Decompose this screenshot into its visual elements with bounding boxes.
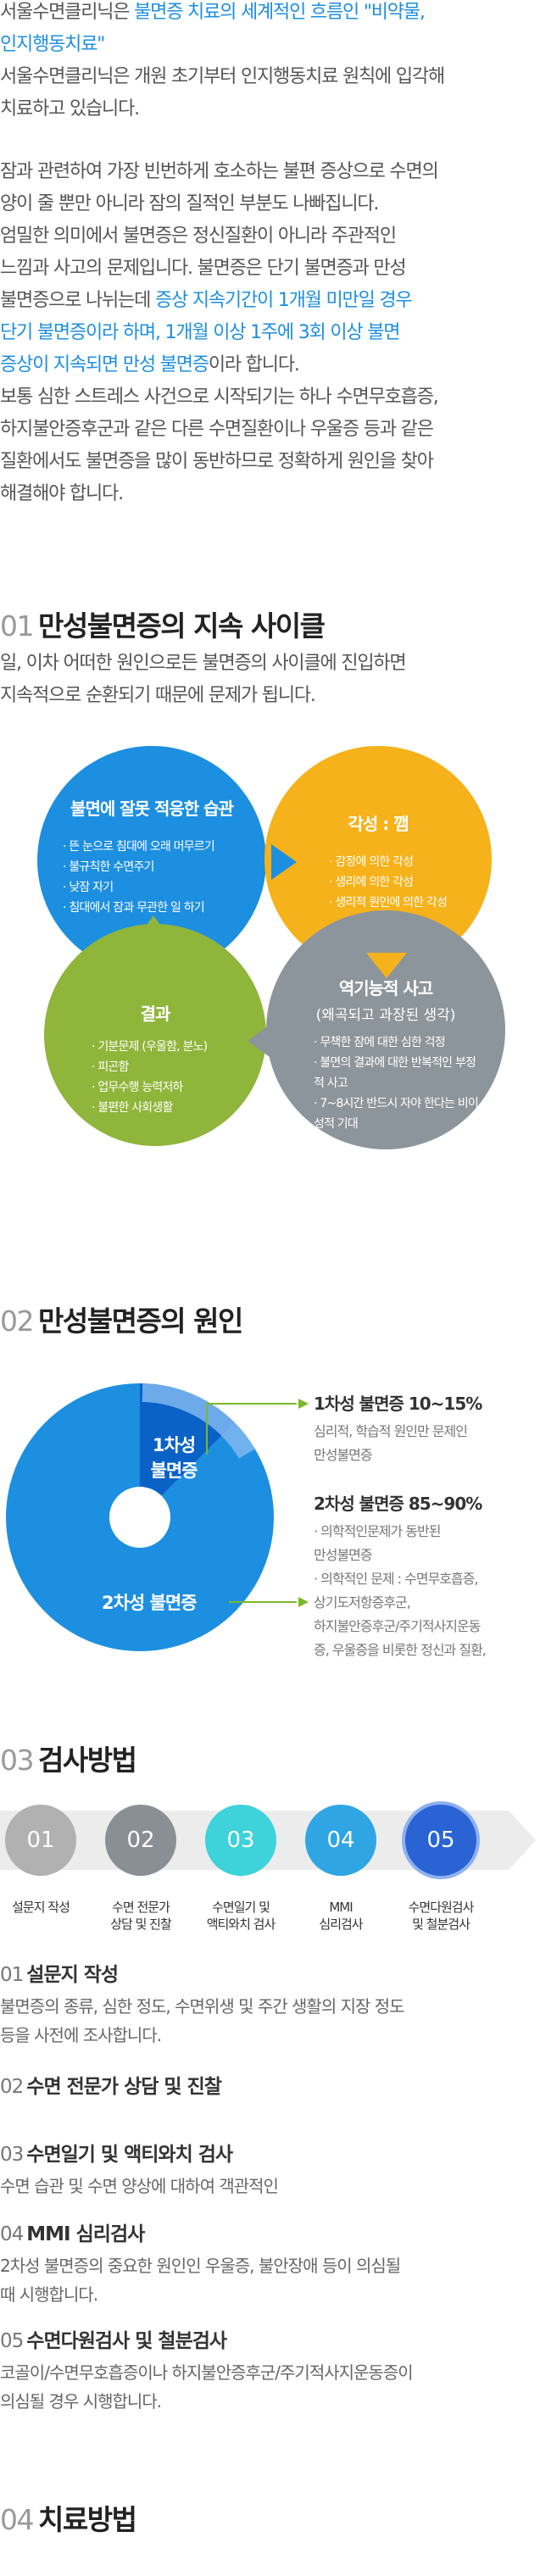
pie-slice-1-core <box>140 1402 222 1517</box>
arrow-down <box>366 953 407 978</box>
arrow-right <box>271 844 297 880</box>
primary-insomnia-info: 1차성 불면증 10~15% 심리적, 학습적 원인만 문제인 만성불면증 <box>314 1394 482 1463</box>
intro-line-1: 서울수면클리닉은 불면증 치료의 세계적인 흐름인 "비약물, <box>0 2 426 23</box>
step-3-circle: 03 <box>205 1805 276 1876</box>
pie-connectors <box>206 1399 309 1607</box>
cycle-habit-list: 뜬 눈으로 침대에 오래 머무르기 불규칙한 수면주기 낮잠 자기 침대에서 잠… <box>63 837 266 918</box>
pie-center-hole <box>109 1487 170 1548</box>
cause-pie-chart <box>5 1383 274 1651</box>
step-4-circle: 04 <box>305 1805 376 1876</box>
arrow-left <box>248 1022 273 1060</box>
step-2-circle: 02 <box>105 1805 176 1876</box>
pie-inner-label: 1차성 불면증 <box>150 1435 198 1481</box>
section-1-title: 01 만성불면증의 지속 사이클 <box>0 609 326 643</box>
body-paragraph: 잠과 관련하여 가장 빈번하게 호소하는 불편 증상으로 수면의 양이 줄 뿐만… <box>0 161 439 504</box>
pie-highlight-band <box>142 1383 255 1459</box>
step-4-label: MMI 심리검사 <box>319 1900 363 1932</box>
secondary-insomnia-info: 2차성 불면증 85~90% · 의학적인문제가 동반된 만성불면증 · 의학적… <box>314 1494 487 1658</box>
arrow-up <box>134 915 173 943</box>
section-1-desc: 일, 이차 어떠한 원인으로든 불면증의 사이클에 진입하면 지속적으로 순환되… <box>0 653 407 706</box>
section-4-title: 04 치료방법 <box>0 2503 137 2536</box>
section-2-title: 02 만성불면증의 원인 <box>0 1305 243 1338</box>
step-2-label: 수면 전문가 상담 및 진찰 <box>110 1900 172 1932</box>
intro-line-3: 서울수면클리닉은 개원 초기부터 인지행동치료 원칙에 입각해 <box>0 66 445 87</box>
cycle-result-circle: 결과 기분문제 (우울함, 분노) 피곤함 업무수행 능력저하 불편한 사회생활 <box>44 924 266 1146</box>
step-5-label: 수면다원검사 및 철분검사 <box>408 1900 475 1932</box>
intro-line-4: 치료하고 있습니다. <box>0 98 140 120</box>
exam-item-5: 05 수면다원검사 및 철분검사 코골이/수면무호흡증이나 하지불안증후군/주기적… <box>0 2330 414 2412</box>
exam-item-3: 03 수면일기 및 액티와치 검사 수면 습관 및 수면 양상에 대하여 객관적인 <box>0 2144 279 2196</box>
cycle-arrows <box>134 844 407 1060</box>
intro-line-2: 인지행동치료" <box>0 34 105 55</box>
step-5-circle: 05 <box>405 1805 476 1876</box>
exam-item-2: 02 수면 전문가 상담 및 진찰 <box>0 2076 222 2098</box>
step-1-circle: 01 <box>5 1805 76 1876</box>
section-3-title: 03 검사방법 <box>0 1744 137 1777</box>
insomnia-cycle-diagram: 불면에 잘못 적응한 습관 뜬 눈으로 침대에 오래 머무르기 불규칙한 수면주… <box>37 746 537 1149</box>
exam-item-4: 04 MMI 심리검사 2차성 불면증의 중요한 원인인 우울증, 불안장애 등이… <box>0 2223 401 2305</box>
step-3-label: 수면일기 및 액티와치 검사 <box>206 1900 276 1932</box>
step-1-label: 설문지 작성 <box>12 1900 70 1915</box>
cycle-thought-circle: 역기능적 사고 (왜곡되고 과장된 생각) 무책한 잠에 대한 심한 걱정 불면… <box>266 910 505 1149</box>
pie-outer-label: 2차성 불면증 <box>102 1593 198 1613</box>
exam-item-1: 01 설문지 작성 불면증의 종류, 심한 정도, 수면위생 및 주간 생활의 지… <box>0 1964 405 2045</box>
